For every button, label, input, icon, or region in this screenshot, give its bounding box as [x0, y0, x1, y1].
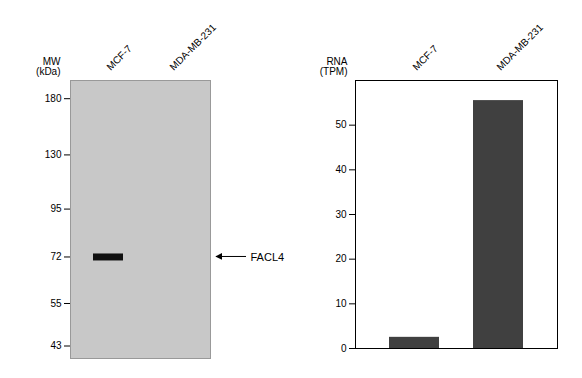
svg-text:MW(kDa): MW(kDa) [36, 56, 61, 77]
svg-text:30: 30 [335, 209, 347, 220]
svg-text:50: 50 [335, 119, 347, 130]
svg-text:95: 95 [50, 203, 62, 214]
svg-text:72: 72 [50, 251, 62, 262]
svg-text:MDA-MB-231: MDA-MB-231 [494, 21, 545, 72]
svg-text:10: 10 [335, 298, 347, 309]
svg-text:180: 180 [45, 93, 62, 104]
svg-text:20: 20 [335, 253, 347, 264]
svg-text:FACL4: FACL4 [251, 250, 285, 262]
svg-text:0: 0 [341, 343, 347, 354]
svg-text:RNA(TPM): RNA(TPM) [320, 56, 348, 77]
svg-text:MDA-MB-231: MDA-MB-231 [167, 21, 218, 72]
svg-text:55: 55 [50, 298, 62, 309]
svg-text:40: 40 [335, 164, 347, 175]
svg-text:MCF-7: MCF-7 [104, 43, 134, 73]
svg-text:43: 43 [50, 340, 62, 351]
svg-text:130: 130 [45, 149, 62, 160]
svg-text:MCF-7: MCF-7 [410, 43, 440, 73]
